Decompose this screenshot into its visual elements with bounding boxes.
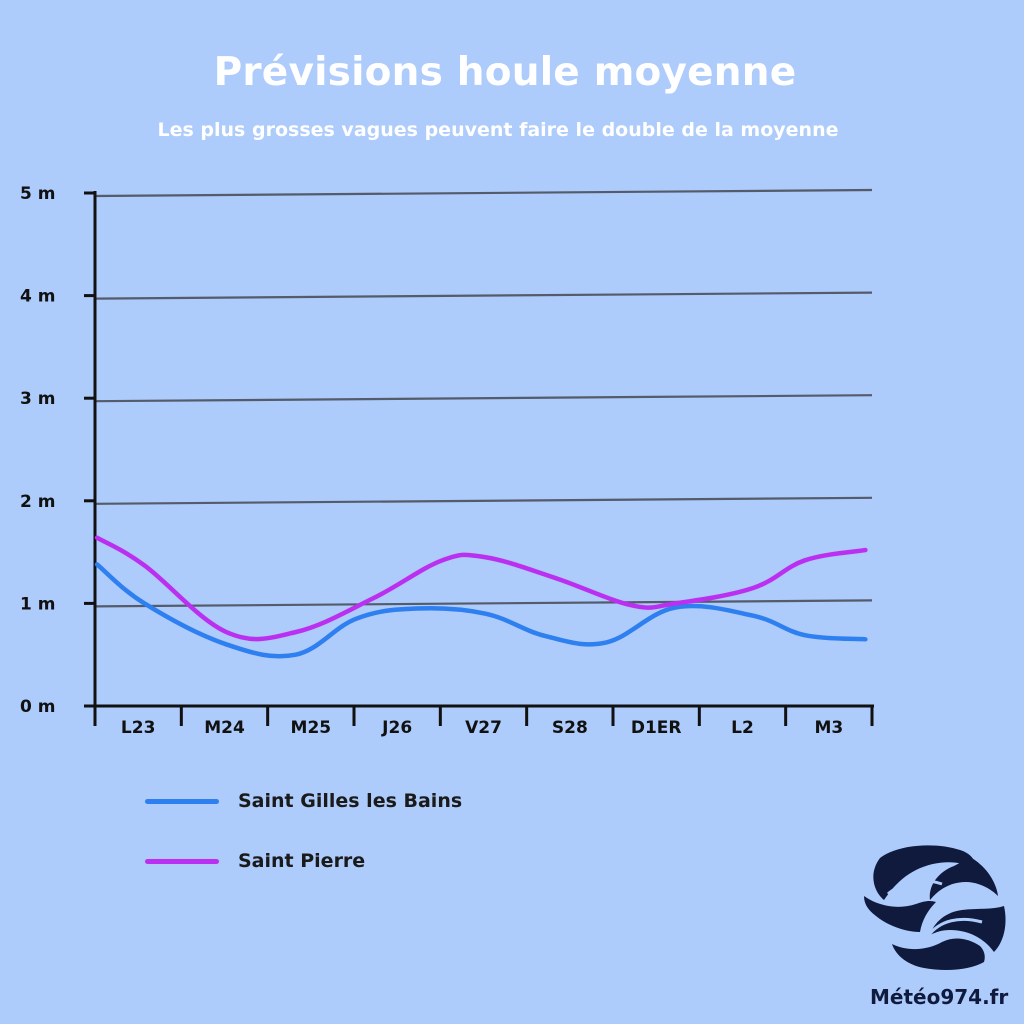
y-tick-label: 2 m — [20, 492, 55, 512]
gridline — [94, 496, 873, 505]
x-tick-label: J26 — [381, 718, 412, 738]
meteo974-logo-icon — [864, 845, 1006, 970]
legend-swatch-saint-pierre — [145, 858, 219, 864]
legend-swatch-saint-gilles — [145, 798, 219, 804]
series-line-saint-pierre — [94, 535, 868, 642]
x-tick-label: M3 — [814, 718, 843, 738]
legend-label-saint-pierre: Saint Pierre — [238, 850, 366, 872]
gridline — [94, 394, 873, 403]
gridline — [94, 188, 873, 198]
y-tick-label: 3 m — [20, 389, 55, 409]
x-tick-label: L23 — [121, 718, 156, 738]
legend-item-saint-gilles: Saint Gilles les Bains — [145, 790, 462, 812]
chart-subtitle: Les plus grosses vagues peuvent faire le… — [157, 119, 839, 141]
legend-label-saint-gilles: Saint Gilles les Bains — [238, 790, 463, 812]
x-tick-label: L2 — [731, 718, 754, 738]
x-tick-label: S28 — [552, 718, 588, 738]
y-tick-label: 4 m — [20, 287, 55, 307]
legend-item-saint-pierre: Saint Pierre — [145, 850, 365, 872]
x-tick-label: D1ER — [631, 718, 682, 738]
gridline — [94, 599, 873, 608]
brand-name: Météo974.fr — [870, 985, 1009, 1009]
y-tick-label: 0 m — [20, 697, 55, 717]
x-tick-label: V27 — [465, 718, 502, 738]
chart-title: Prévisions houle moyenne — [213, 50, 797, 95]
x-tick-label: M25 — [291, 718, 332, 738]
x-tick-label: M24 — [204, 718, 245, 738]
series-line-saint-gilles — [94, 562, 868, 659]
y-tick-label: 5 m — [20, 184, 55, 204]
y-tick-label: 1 m — [20, 594, 55, 614]
gridline — [94, 291, 873, 300]
